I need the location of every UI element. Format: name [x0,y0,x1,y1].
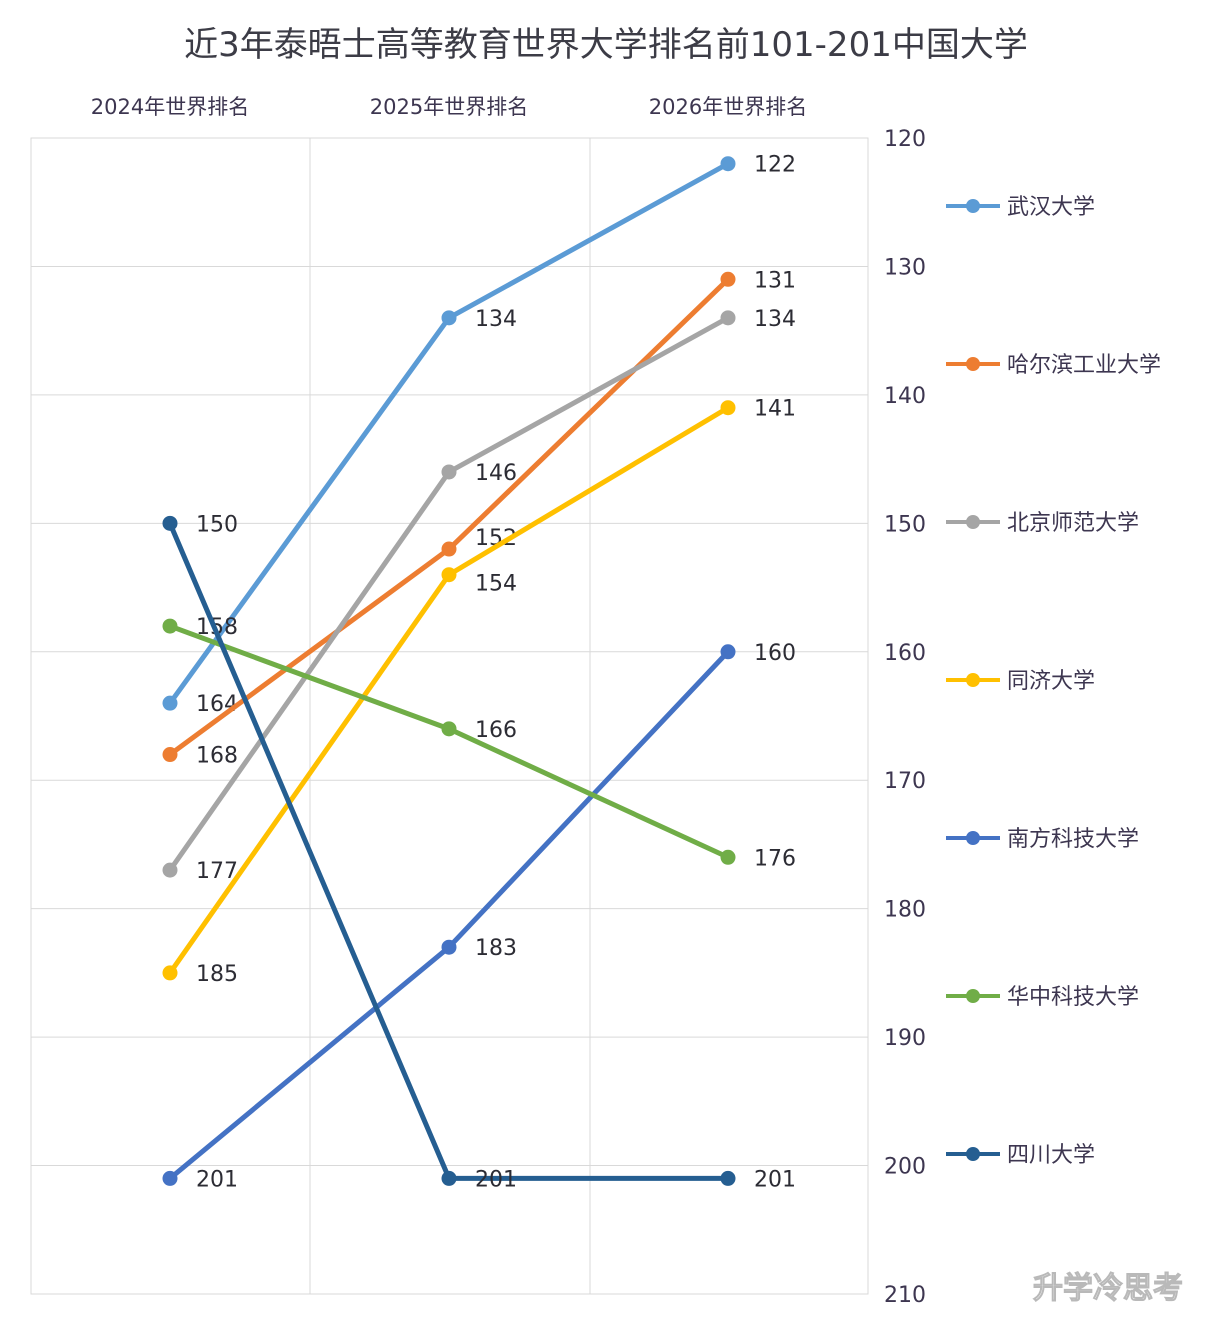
series-layer: 1641341221681521311771461341851541412011… [162,153,796,1192]
legend-item-1: 哈尔滨工业大学 [946,353,1161,378]
data-label-6-2: 201 [754,1167,796,1192]
data-label-2-1: 146 [475,461,517,486]
y-tick-label-160: 160 [884,641,926,666]
data-point-3-1 [441,567,457,583]
legend-label-6: 四川大学 [1007,1143,1095,1168]
series-0: 164 134 122 [162,153,796,717]
legend-swatch-dot-2 [966,515,980,529]
data-point-4-1 [441,939,457,955]
data-label-3-0: 185 [196,962,238,987]
data-point-2-2 [720,310,736,326]
series-line-1 [167,276,731,758]
data-point-0-0 [162,695,178,711]
data-label-4-1: 183 [475,936,517,961]
y-tick-label-140: 140 [884,384,926,409]
column-headers: 2024年世界排名 2025年世界排名 2026年世界排名 [91,95,807,119]
y-tick-label-150: 150 [884,512,926,537]
y-tick-label-130: 130 [884,255,926,280]
data-label-1-0: 168 [196,744,238,769]
legend-label-1: 哈尔滨工业大学 [1007,353,1161,378]
legend-item-6: 四川大学 [946,1143,1095,1168]
data-label-5-1: 166 [475,718,517,743]
data-point-3-0 [162,965,178,981]
y-tick-label-170: 170 [884,769,926,794]
data-point-4-0 [162,1170,178,1186]
legend-swatch-dot-0 [966,199,980,213]
y-tick-label-120: 120 [884,127,926,152]
series-line-2 [167,315,731,873]
legend-item-3: 同济大学 [946,669,1095,694]
y-tick-label-210: 210 [884,1283,926,1308]
legend-item-0: 武汉大学 [946,195,1095,220]
y-tick-label-180: 180 [884,898,926,923]
data-label-6-1: 201 [475,1167,517,1192]
column-header-2025: 2025年世界排名 [370,95,528,119]
data-point-6-2 [720,1170,736,1186]
legend-label-2: 北京师范大学 [1007,511,1139,536]
watermark: 升学冷思考 [1033,1271,1183,1306]
data-label-0-1: 134 [475,307,517,332]
legend-label-3: 同济大学 [1007,669,1095,694]
data-point-1-1 [441,541,457,557]
series-4: 201 183 160 [162,641,796,1192]
data-point-0-1 [441,310,457,326]
legend-swatch-dot-5 [966,989,980,1003]
series-3: 185 154 141 [162,397,796,987]
data-label-0-2: 122 [754,153,796,178]
data-label-2-2: 134 [754,307,796,332]
legend-swatch-dot-1 [966,357,980,371]
data-point-2-1 [441,464,457,480]
data-label-4-0: 201 [196,1167,238,1192]
series-line-0 [167,161,731,706]
legend-swatch-dot-4 [966,831,980,845]
data-point-2-0 [162,862,178,878]
legend-item-4: 南方科技大学 [946,827,1139,852]
y-tick-label-190: 190 [884,1026,926,1051]
data-label-5-2: 176 [754,846,796,871]
data-label-3-1: 154 [475,572,517,597]
data-label-1-2: 131 [754,268,796,293]
data-point-5-2 [720,849,736,865]
data-point-4-2 [720,644,736,660]
legend-swatch-dot-6 [966,1147,980,1161]
series-6: 150 201 201 [162,512,796,1192]
data-point-3-2 [720,400,736,416]
legend-label-4: 南方科技大学 [1007,827,1139,852]
data-label-0-0: 164 [196,692,238,717]
column-header-2024: 2024年世界排名 [91,95,249,119]
data-point-5-0 [162,618,178,634]
plot-area [30,137,869,1295]
legend-label-5: 华中科技大学 [1007,985,1139,1010]
legend-swatch-dot-3 [966,673,980,687]
data-point-6-0 [162,515,178,531]
legend-item-5: 华中科技大学 [946,985,1139,1010]
legend-label-0: 武汉大学 [1007,195,1095,220]
chart-title: 近3年泰晤士高等教育世界大学排名前101-201中国大学 [184,25,1028,65]
data-point-1-2 [720,271,736,287]
y-axis-ticks: 120 130 140 150 160 170 180 190 200 210 [884,127,926,1308]
y-tick-label-200: 200 [884,1155,926,1180]
data-point-6-1 [441,1170,457,1186]
data-label-4-2: 160 [754,641,796,666]
data-label-6-0: 150 [196,512,238,537]
legend-item-2: 北京师范大学 [946,511,1139,536]
data-point-5-1 [441,721,457,737]
data-point-0-2 [720,156,736,172]
data-label-3-2: 141 [754,397,796,422]
column-header-2026: 2026年世界排名 [649,95,807,119]
data-point-1-0 [162,747,178,763]
data-label-2-0: 177 [196,859,238,884]
